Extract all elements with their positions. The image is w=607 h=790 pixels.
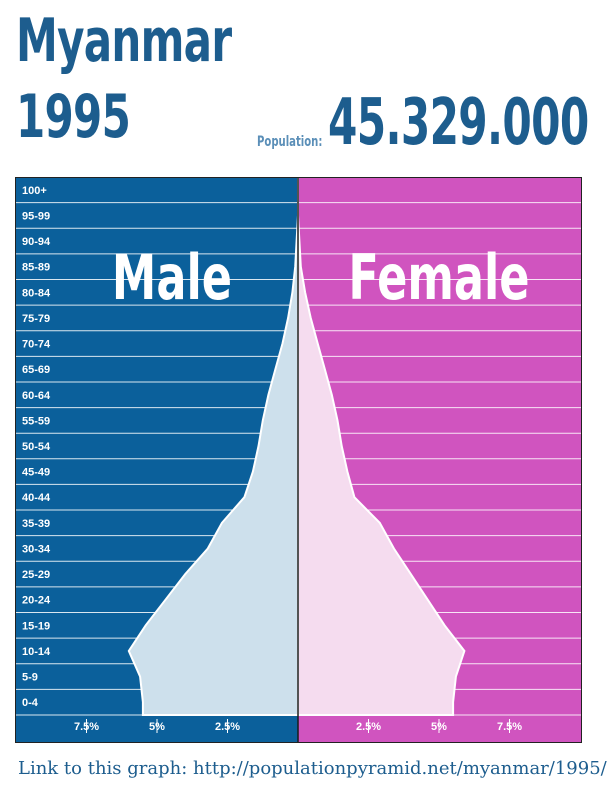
chart-border (15, 177, 582, 743)
age-group-label: 10-14 (22, 646, 51, 658)
age-group-label: 30-34 (22, 543, 51, 555)
age-group-label: 15-19 (22, 620, 50, 632)
age-group-label: 100+ (22, 185, 47, 197)
x-tick-label: 5% (431, 721, 447, 733)
age-group-label: 75-79 (22, 313, 50, 325)
country-title: Myanmar (16, 6, 232, 76)
x-tick-label: 5% (149, 721, 165, 733)
female-series-area (297, 177, 466, 716)
age-group-label: 90-94 (22, 236, 51, 248)
x-tick-label: 7.5% (74, 721, 99, 733)
age-group-label: 70-74 (22, 339, 51, 351)
age-group-label: 60-64 (22, 390, 51, 402)
age-group-label: 5-9 (22, 672, 38, 684)
age-group-label: 95-99 (22, 210, 50, 222)
age-group-label: 20-24 (22, 595, 51, 607)
x-tick-label: 2.5% (215, 721, 240, 733)
x-tick-label: 7.5% (497, 721, 522, 733)
x-tick-label: 2.5% (356, 721, 381, 733)
age-group-label: 25-29 (22, 569, 50, 581)
age-group-label: 50-54 (22, 441, 51, 453)
age-group-label: 40-44 (22, 492, 51, 504)
age-group-label: 0-4 (22, 697, 39, 709)
age-group-label: 45-49 (22, 467, 50, 479)
female-label: Female (348, 242, 529, 314)
age-group-label: 65-69 (22, 364, 50, 376)
male-label: Male (112, 242, 232, 314)
age-group-label: 55-59 (22, 415, 50, 427)
age-group-label: 35-39 (22, 518, 50, 530)
male-series-area (127, 177, 299, 716)
population-label: Population: (257, 134, 323, 150)
population-value: 45.329.000 (328, 86, 589, 160)
age-group-label: 80-84 (22, 287, 51, 299)
population-pyramid-chart: 100+ 95-99 90-94 85-89 80-84 75-79 70-74 65-69 6… (15, 177, 582, 743)
year-title: 1995 (16, 82, 131, 152)
graph-link[interactable]: Link to this graph: http://populationpyr… (18, 758, 607, 779)
age-group-label: 85-89 (22, 262, 50, 274)
